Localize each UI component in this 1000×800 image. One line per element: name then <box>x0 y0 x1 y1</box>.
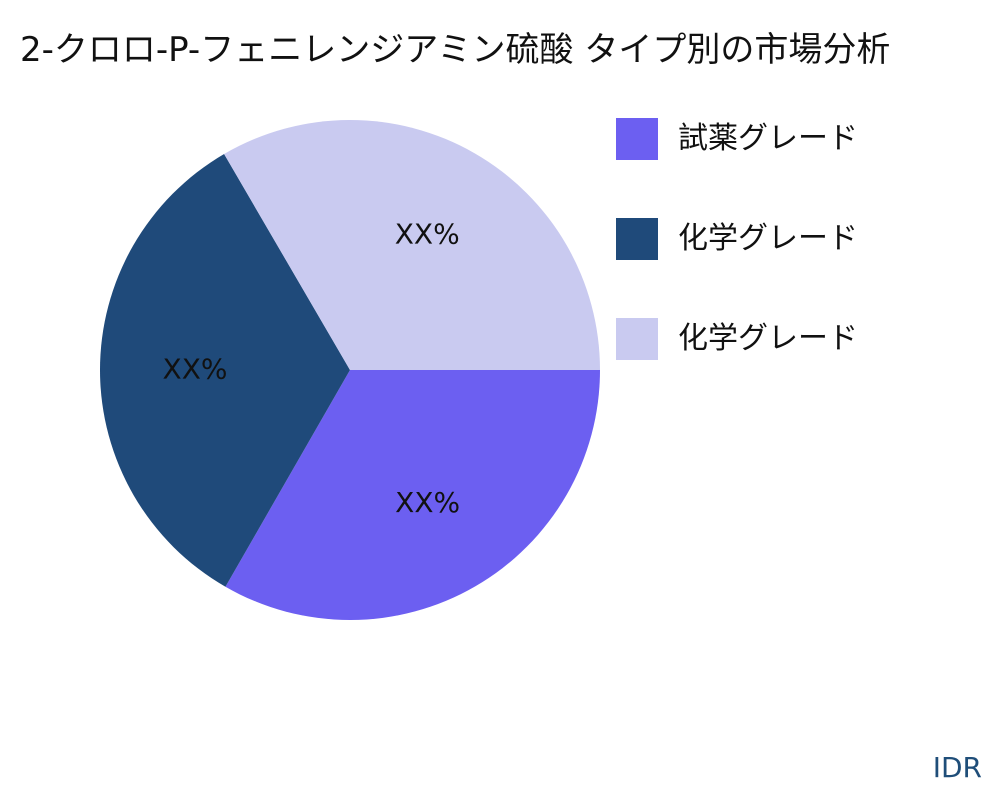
slice-label: XX% <box>395 486 460 519</box>
slices-layer <box>99 119 601 620</box>
legend-label: 試薬グレード <box>678 121 858 156</box>
legend-label: 化学グレード <box>678 321 858 356</box>
legend-label: 化学グレード <box>678 221 858 256</box>
pie-slice <box>224 119 601 370</box>
legend-swatch <box>616 218 658 260</box>
watermark: IDR <box>932 751 982 784</box>
labels-layer: XX% XX% XX% <box>163 218 461 520</box>
slice-label: XX% <box>395 218 460 251</box>
slice-label: XX% <box>163 352 228 385</box>
chart-title: 2-クロロ-P-フェニレンジアミン硫酸 タイプ別の市場分析 <box>20 30 891 70</box>
legend-swatch <box>616 118 658 160</box>
pie-slice <box>225 370 600 620</box>
pie-slice <box>99 154 350 587</box>
legend-swatch <box>616 318 658 360</box>
